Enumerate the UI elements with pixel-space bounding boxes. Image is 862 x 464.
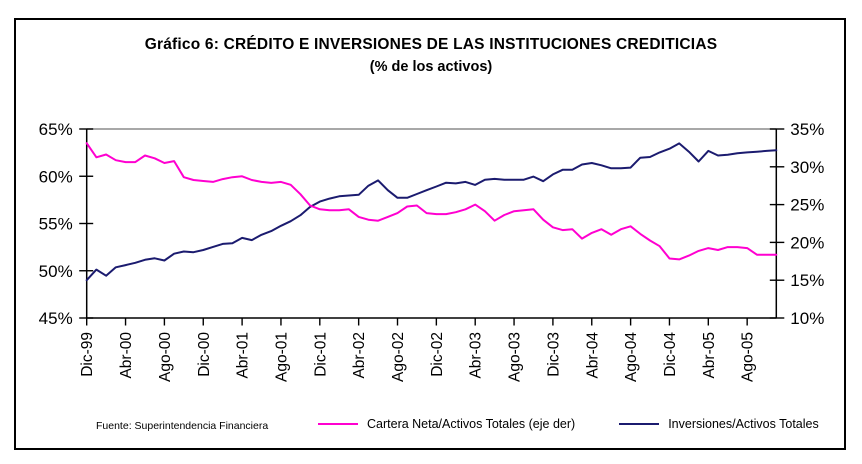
svg-text:Ago-02: Ago-02 — [390, 332, 407, 382]
svg-text:Dic-04: Dic-04 — [662, 332, 679, 377]
svg-text:20%: 20% — [790, 233, 824, 252]
legend-item-inversiones: Inversiones/Activos Totales — [619, 417, 819, 431]
svg-text:Ago-04: Ago-04 — [623, 332, 640, 382]
svg-text:Abr-03: Abr-03 — [468, 332, 485, 379]
svg-text:Abr-04: Abr-04 — [584, 332, 601, 379]
svg-text:55%: 55% — [39, 215, 73, 234]
svg-text:25%: 25% — [790, 196, 824, 215]
svg-text:Dic-99: Dic-99 — [79, 332, 96, 377]
svg-text:Ago-05: Ago-05 — [740, 332, 757, 382]
svg-text:15%: 15% — [790, 271, 824, 290]
legend-label-cartera: Cartera Neta/Activos Totales (eje der) — [367, 417, 576, 431]
svg-text:Dic-00: Dic-00 — [196, 332, 213, 377]
svg-text:Abr-00: Abr-00 — [118, 332, 135, 379]
legend-label-inversiones: Inversiones/Activos Totales — [668, 417, 819, 431]
svg-text:60%: 60% — [39, 167, 73, 186]
svg-text:65%: 65% — [39, 120, 73, 139]
chart-title: Gráfico 6: CRÉDITO E INVERSIONES DE LAS … — [144, 36, 718, 53]
source-note: Fuente: Superintendencia Financiera — [96, 420, 269, 432]
svg-text:Abr-05: Abr-05 — [701, 332, 718, 379]
svg-text:35%: 35% — [790, 120, 824, 139]
svg-text:Ago-01: Ago-01 — [273, 332, 290, 382]
svg-text:Dic-03: Dic-03 — [545, 332, 562, 377]
svg-text:10%: 10% — [790, 309, 824, 328]
chart-subtitle: (% de los activos) — [369, 59, 493, 75]
svg-text:45%: 45% — [39, 309, 73, 328]
svg-text:Abr-02: Abr-02 — [351, 332, 368, 379]
legend-line-swatch-cartera — [318, 423, 358, 425]
svg-text:Ago-00: Ago-00 — [157, 332, 174, 382]
svg-text:Abr-01: Abr-01 — [235, 332, 252, 379]
legend-line-swatch-inversiones — [619, 423, 660, 425]
chart-frame — [14, 18, 846, 450]
legend-item-cartera: Cartera Neta/Activos Totales (eje der) — [318, 417, 575, 431]
svg-text:30%: 30% — [790, 158, 824, 177]
svg-text:Dic-02: Dic-02 — [429, 332, 446, 377]
svg-text:Dic-01: Dic-01 — [312, 332, 329, 377]
svg-text:Ago-03: Ago-03 — [507, 332, 524, 382]
svg-text:50%: 50% — [39, 262, 73, 281]
chart-legend: Cartera Neta/Activos Totales (eje der) I… — [318, 417, 819, 431]
